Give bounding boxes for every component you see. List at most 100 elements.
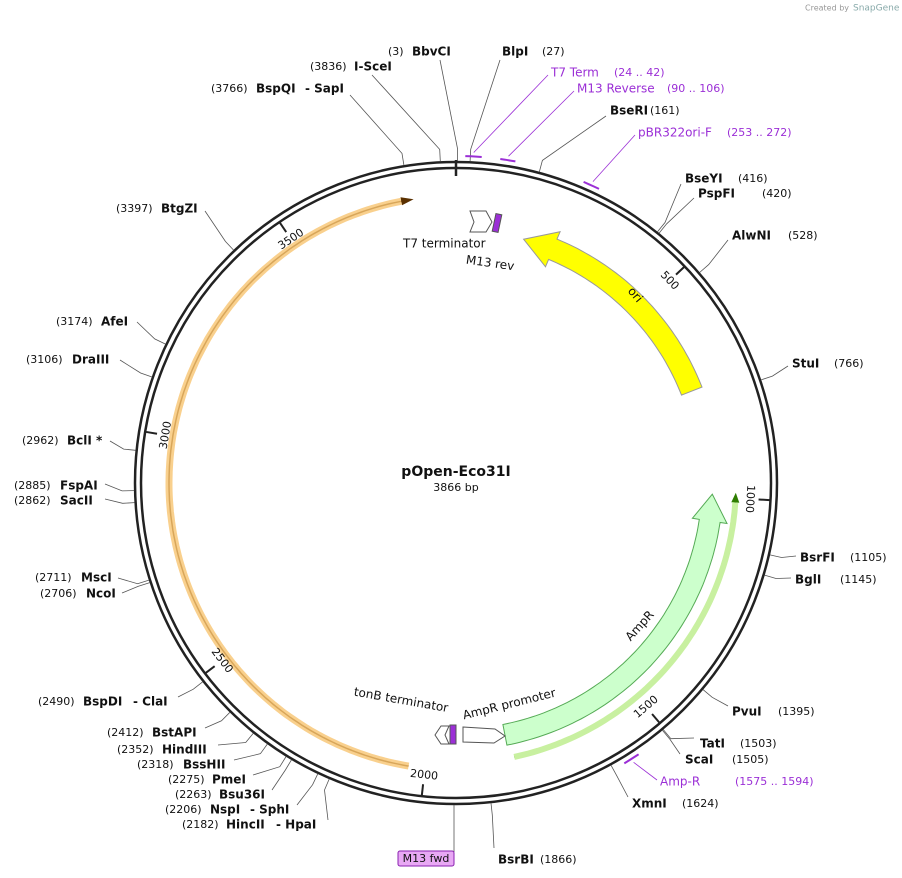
site-position: (1866) xyxy=(540,853,577,866)
site-name: DraIII xyxy=(72,353,109,367)
feature-label: tonB terminator xyxy=(353,685,450,715)
tonb-mark xyxy=(449,724,457,745)
site-leader xyxy=(658,197,695,234)
site-name: BclI * xyxy=(67,434,103,448)
site-name: HincII xyxy=(226,818,265,832)
site-leader xyxy=(769,554,797,558)
ring-tick xyxy=(205,665,216,674)
site-alias: - ClaI xyxy=(133,695,168,709)
site-name: AlwNI xyxy=(732,229,771,243)
site-position: (420) xyxy=(762,187,792,200)
primer-name: Amp-R xyxy=(660,775,700,789)
site-position: (3836) xyxy=(310,60,347,73)
site-leader xyxy=(177,681,203,698)
site-name: I-SceI xyxy=(354,60,392,74)
brand: SnapGene xyxy=(853,4,900,14)
site-name: NspI xyxy=(210,803,240,817)
site-name: BsrBI xyxy=(498,853,534,867)
site-name: BstAPI xyxy=(152,726,197,740)
plasmid-name: pOpen-Eco31I xyxy=(401,464,510,480)
site-leader xyxy=(233,743,268,761)
site-name: StuI xyxy=(792,357,819,371)
site-leader xyxy=(439,59,459,161)
site-name: BssHII xyxy=(183,758,225,772)
m13-rev-mark xyxy=(491,212,503,234)
site-name: XmnI xyxy=(632,797,667,811)
site-position: (2862) xyxy=(14,494,51,507)
site-leader xyxy=(764,574,792,579)
site-name: BseRI xyxy=(610,104,648,118)
site-position: (1395) xyxy=(778,705,815,718)
site-alias: - SphI xyxy=(250,803,289,817)
site-leader xyxy=(662,729,695,740)
site-position: (416) xyxy=(738,172,768,185)
site-leader xyxy=(252,756,287,776)
ampr-promoter-arrow xyxy=(462,726,506,744)
primer-range: (1575 .. 1594) xyxy=(735,775,814,788)
credit: Created by xyxy=(805,4,849,13)
ring-tick xyxy=(675,266,685,276)
site-position: (1503) xyxy=(740,737,777,750)
site-leader xyxy=(117,577,150,585)
site-leader xyxy=(371,74,441,162)
site-position: (3106) xyxy=(26,353,63,366)
site-leader xyxy=(204,210,234,251)
site-name: BseYI xyxy=(685,172,723,186)
site-position: (2352) xyxy=(117,743,154,756)
site-name: PmeI xyxy=(212,773,246,787)
site-leader xyxy=(271,759,292,791)
site-leader xyxy=(662,729,681,755)
site-position: (2412) xyxy=(107,726,144,739)
site-position: (2706) xyxy=(40,587,77,600)
primer-range: (253 .. 272) xyxy=(727,126,792,139)
site-position: (161) xyxy=(650,104,680,117)
orange-head xyxy=(400,197,414,206)
site-position: (3397) xyxy=(116,202,153,215)
site-name: BbvCI xyxy=(412,45,451,59)
primer-range: (24 .. 42) xyxy=(614,66,665,79)
site-name: SacII xyxy=(60,494,93,508)
site-leader xyxy=(349,94,405,166)
ring-tick xyxy=(420,784,425,796)
primer-name: pBR322ori-F xyxy=(638,126,712,140)
primer-range: (90 .. 106) xyxy=(667,82,725,95)
site-name: BspDI xyxy=(83,695,122,709)
site-name: BtgZI xyxy=(161,202,198,216)
site-name: BspQI xyxy=(256,82,296,96)
site-name: BglI xyxy=(795,573,821,587)
site-leader xyxy=(109,440,136,451)
site-position: (3) xyxy=(388,45,404,58)
site-position: (3766) xyxy=(211,82,248,95)
orange-halo xyxy=(165,197,410,770)
ori-arrow xyxy=(522,231,703,396)
site-leader xyxy=(121,582,150,594)
site-leader xyxy=(702,689,729,707)
site-leader xyxy=(610,765,629,798)
site-position: (2490) xyxy=(38,695,75,708)
site-position: (766) xyxy=(834,357,864,370)
site-leader xyxy=(104,498,135,504)
tonb-terminator-arrow xyxy=(434,725,450,745)
site-name: MscI xyxy=(81,571,112,585)
site-leader xyxy=(538,115,607,173)
site-leader xyxy=(217,732,254,746)
primer-leader xyxy=(508,90,575,157)
primer-name: T7 Term xyxy=(550,66,599,80)
site-name: PspFI xyxy=(698,187,735,201)
ampr-arrow xyxy=(502,493,728,746)
ring-tick-label: 1000 xyxy=(743,485,757,514)
site-position: (2275) xyxy=(168,773,205,786)
site-leader xyxy=(469,59,501,162)
site-position: (27) xyxy=(542,45,565,58)
primer-mark xyxy=(623,753,640,765)
site-alias: - HpaI xyxy=(276,818,316,832)
ring-tick-label: 3000 xyxy=(157,420,174,450)
green-halo xyxy=(513,502,739,760)
site-leader xyxy=(104,483,135,492)
site-name: PvuI xyxy=(732,705,762,719)
site-position: (2263) xyxy=(175,788,212,801)
primer-mark xyxy=(465,155,482,158)
site-alias: - SapI xyxy=(305,82,344,96)
primer-label: M13 fwd xyxy=(403,852,450,865)
